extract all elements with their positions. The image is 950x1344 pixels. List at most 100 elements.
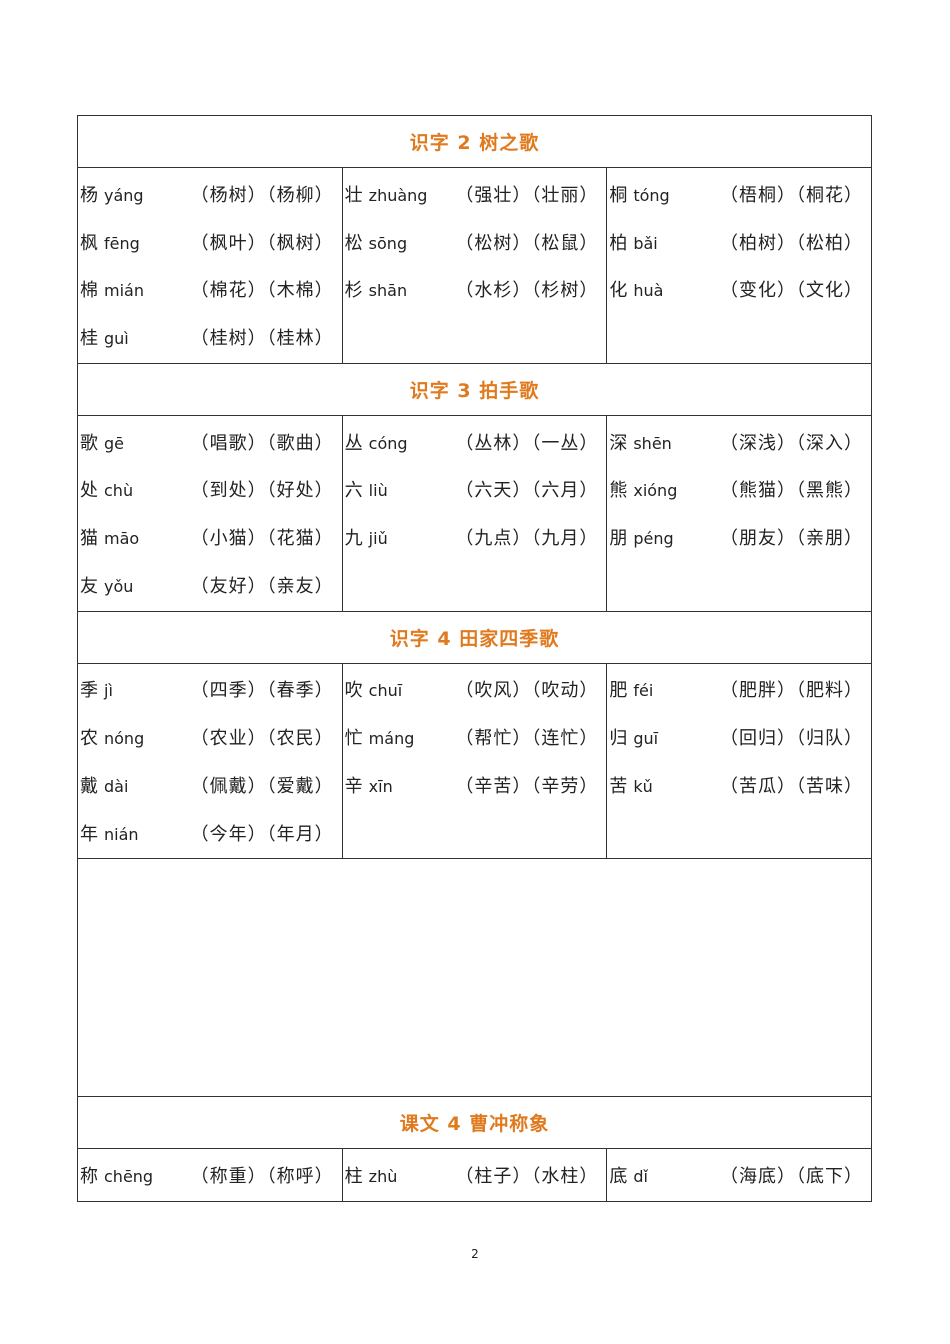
section-title: 课文 4 曹冲称象 xyxy=(78,1097,871,1150)
character: 桂 xyxy=(80,327,98,349)
section-title: 识字 4 田家四季歌 xyxy=(78,612,871,664)
vocabulary-table: 识字 2 树之歌杨 yáng （杨树）（杨柳） 枫 fēng （枫叶）（枫树） 棉 mián （… xyxy=(77,115,872,1203)
character: 枫 xyxy=(80,232,98,254)
vocab-entry: 辛 xīn （辛苦）（辛劳） xyxy=(343,761,607,809)
page-number: 2 xyxy=(471,1247,479,1261)
section-title: 识字 2 树之歌 xyxy=(78,116,871,168)
pinyin: guī xyxy=(633,729,659,749)
example-words: （丛林）（一丛） xyxy=(455,432,599,454)
pinyin: xīn xyxy=(368,776,393,796)
pinyin: kǔ xyxy=(633,776,653,796)
character: 朋 xyxy=(609,528,628,550)
vocab-entry: 棉 mián （棉花）（木棉） xyxy=(78,265,342,313)
vocab-entry: 丛 cóng （丛林）（一丛） xyxy=(343,418,607,466)
example-words: （枫叶）（枫树） xyxy=(190,232,334,254)
section-column: 季 jì （四季）（春季） 农 nóng （农业）（农民） 戴 dài （佩戴）（爱戴） 年 niá… xyxy=(78,663,343,859)
example-words: （深浅）（深入） xyxy=(720,432,864,454)
pinyin: zhuàng xyxy=(368,185,428,205)
char-with-pinyin: 称 chēng xyxy=(80,1162,153,1188)
pinyin: dǐ xyxy=(633,1167,648,1187)
vocab-entry: 桐 tóng （梧桐）（桐花） xyxy=(607,170,871,218)
pinyin: péng xyxy=(633,529,674,549)
pinyin: chēng xyxy=(104,1167,154,1187)
example-words: （朋友）（亲朋） xyxy=(720,528,864,550)
example-words: （农业）（农民） xyxy=(190,728,334,750)
char-with-pinyin: 熊 xióng xyxy=(609,476,677,502)
char-with-pinyin: 吹 chuī xyxy=(345,676,403,702)
vocab-entry: 农 nóng （农业）（农民） xyxy=(78,713,342,761)
example-words: （吹风）（吹动） xyxy=(455,680,599,702)
section-body: 杨 yáng （杨树）（杨柳） 枫 fēng （枫叶）（枫树） 棉 mián （棉花）（木棉） 桂… xyxy=(78,168,871,364)
character: 柏 xyxy=(609,232,628,254)
vocab-entry: 柏 bǎi （柏树）（松柏） xyxy=(607,218,871,266)
character: 熊 xyxy=(609,480,628,502)
example-words: （回归）（归队） xyxy=(720,728,864,750)
section-column: 丛 cóng （丛林）（一丛） 六 liù （六天）（六月） 九 jiǔ （九点）（九月） xyxy=(343,415,608,611)
character: 松 xyxy=(344,232,363,254)
character: 桐 xyxy=(609,184,628,206)
pinyin: bǎi xyxy=(633,233,658,253)
char-with-pinyin: 肥 féi xyxy=(609,676,653,702)
vocab-entry: 苦 kǔ （苦瓜）（苦味） xyxy=(607,761,871,809)
example-words: （佩戴）（爱戴） xyxy=(190,775,334,797)
example-words: （松树）（松鼠） xyxy=(455,232,599,254)
section-column: 壮 zhuàng （强壮）（壮丽） 松 sōng （松树）（松鼠） 杉 shān （水杉）（杉树… xyxy=(343,168,608,363)
char-with-pinyin: 丛 cóng xyxy=(345,429,408,455)
example-words: （唱歌）（歌曲） xyxy=(190,432,334,454)
pinyin: féi xyxy=(633,681,654,701)
vocab-entry: 季 jì （四季）（春季） xyxy=(78,666,342,714)
section-column: 深 shēn （深浅）（深入） 熊 xióng （熊猫）（黑熊） 朋 péng （朋友）（亲朋） xyxy=(607,416,871,611)
pinyin: tóng xyxy=(633,185,670,205)
example-words: （棉花）（木棉） xyxy=(190,280,334,302)
character: 九 xyxy=(344,528,363,550)
pinyin: yáng xyxy=(104,185,144,205)
character: 棉 xyxy=(80,280,98,302)
char-with-pinyin: 友 yǒu xyxy=(80,572,133,598)
pinyin: mián xyxy=(104,281,144,301)
vocab-entry: 友 yǒu （友好）（亲友） xyxy=(78,561,342,609)
vocab-entry: 吹 chuī （吹风）（吹动） xyxy=(343,666,607,714)
vocab-entry: 化 huà （变化）（文化） xyxy=(607,265,871,313)
character: 农 xyxy=(80,728,98,750)
char-with-pinyin: 六 liù xyxy=(345,476,388,502)
char-with-pinyin: 杉 shān xyxy=(345,276,407,302)
section-column: 杨 yáng （杨树）（杨柳） 枫 fēng （枫叶）（枫树） 棉 mián （棉花）（木棉） 桂… xyxy=(78,168,343,363)
pinyin: chuī xyxy=(368,681,403,701)
character: 六 xyxy=(344,480,363,502)
section-title: 识字 3 拍手歌 xyxy=(78,364,871,416)
char-with-pinyin: 桐 tóng xyxy=(609,181,669,207)
character: 戴 xyxy=(80,775,98,797)
example-words: （辛苦）（辛劳） xyxy=(455,775,599,797)
pinyin: jì xyxy=(104,681,113,701)
pinyin: fēng xyxy=(104,233,140,253)
pinyin: zhù xyxy=(368,1167,398,1187)
char-with-pinyin: 朋 péng xyxy=(609,524,673,550)
vocab-entry: 松 sōng （松树）（松鼠） xyxy=(343,218,607,266)
example-words: （六天）（六月） xyxy=(455,480,599,502)
section-column: 底 dǐ （海底）（底下） xyxy=(607,1149,871,1201)
example-words: （九点）（九月） xyxy=(455,528,599,550)
character: 壮 xyxy=(344,184,363,206)
char-with-pinyin: 季 jì xyxy=(80,676,113,702)
pinyin: dài xyxy=(104,776,129,796)
example-words: （柏树）（松柏） xyxy=(720,232,864,254)
vocab-entry: 九 jiǔ （九点）（九月） xyxy=(343,513,607,561)
char-with-pinyin: 棉 mián xyxy=(80,276,144,302)
example-words: （友好）（亲友） xyxy=(190,575,334,597)
section-column: 柱 zhù （柱子）（水柱） xyxy=(343,1149,608,1202)
vocab-entry: 深 shēn （深浅）（深入） xyxy=(607,418,871,466)
char-with-pinyin: 九 jiǔ xyxy=(345,524,388,550)
character: 季 xyxy=(80,680,98,702)
character: 称 xyxy=(80,1166,98,1188)
vocab-entry: 猫 māo （小猫）（花猫） xyxy=(78,513,342,561)
vocab-entry: 壮 zhuàng （强壮）（壮丽） xyxy=(343,170,607,218)
example-words: （称重）（称呼） xyxy=(190,1166,334,1188)
char-with-pinyin: 归 guī xyxy=(609,724,658,750)
char-with-pinyin: 农 nóng xyxy=(80,724,144,750)
example-words: （熊猫）（黑熊） xyxy=(720,480,864,502)
vocab-entry: 枫 fēng （枫叶）（枫树） xyxy=(78,218,342,266)
vocab-entry: 归 guī （回归）（归队） xyxy=(607,713,871,761)
character: 化 xyxy=(609,280,628,302)
example-words: （梧桐）（桐花） xyxy=(720,184,864,206)
